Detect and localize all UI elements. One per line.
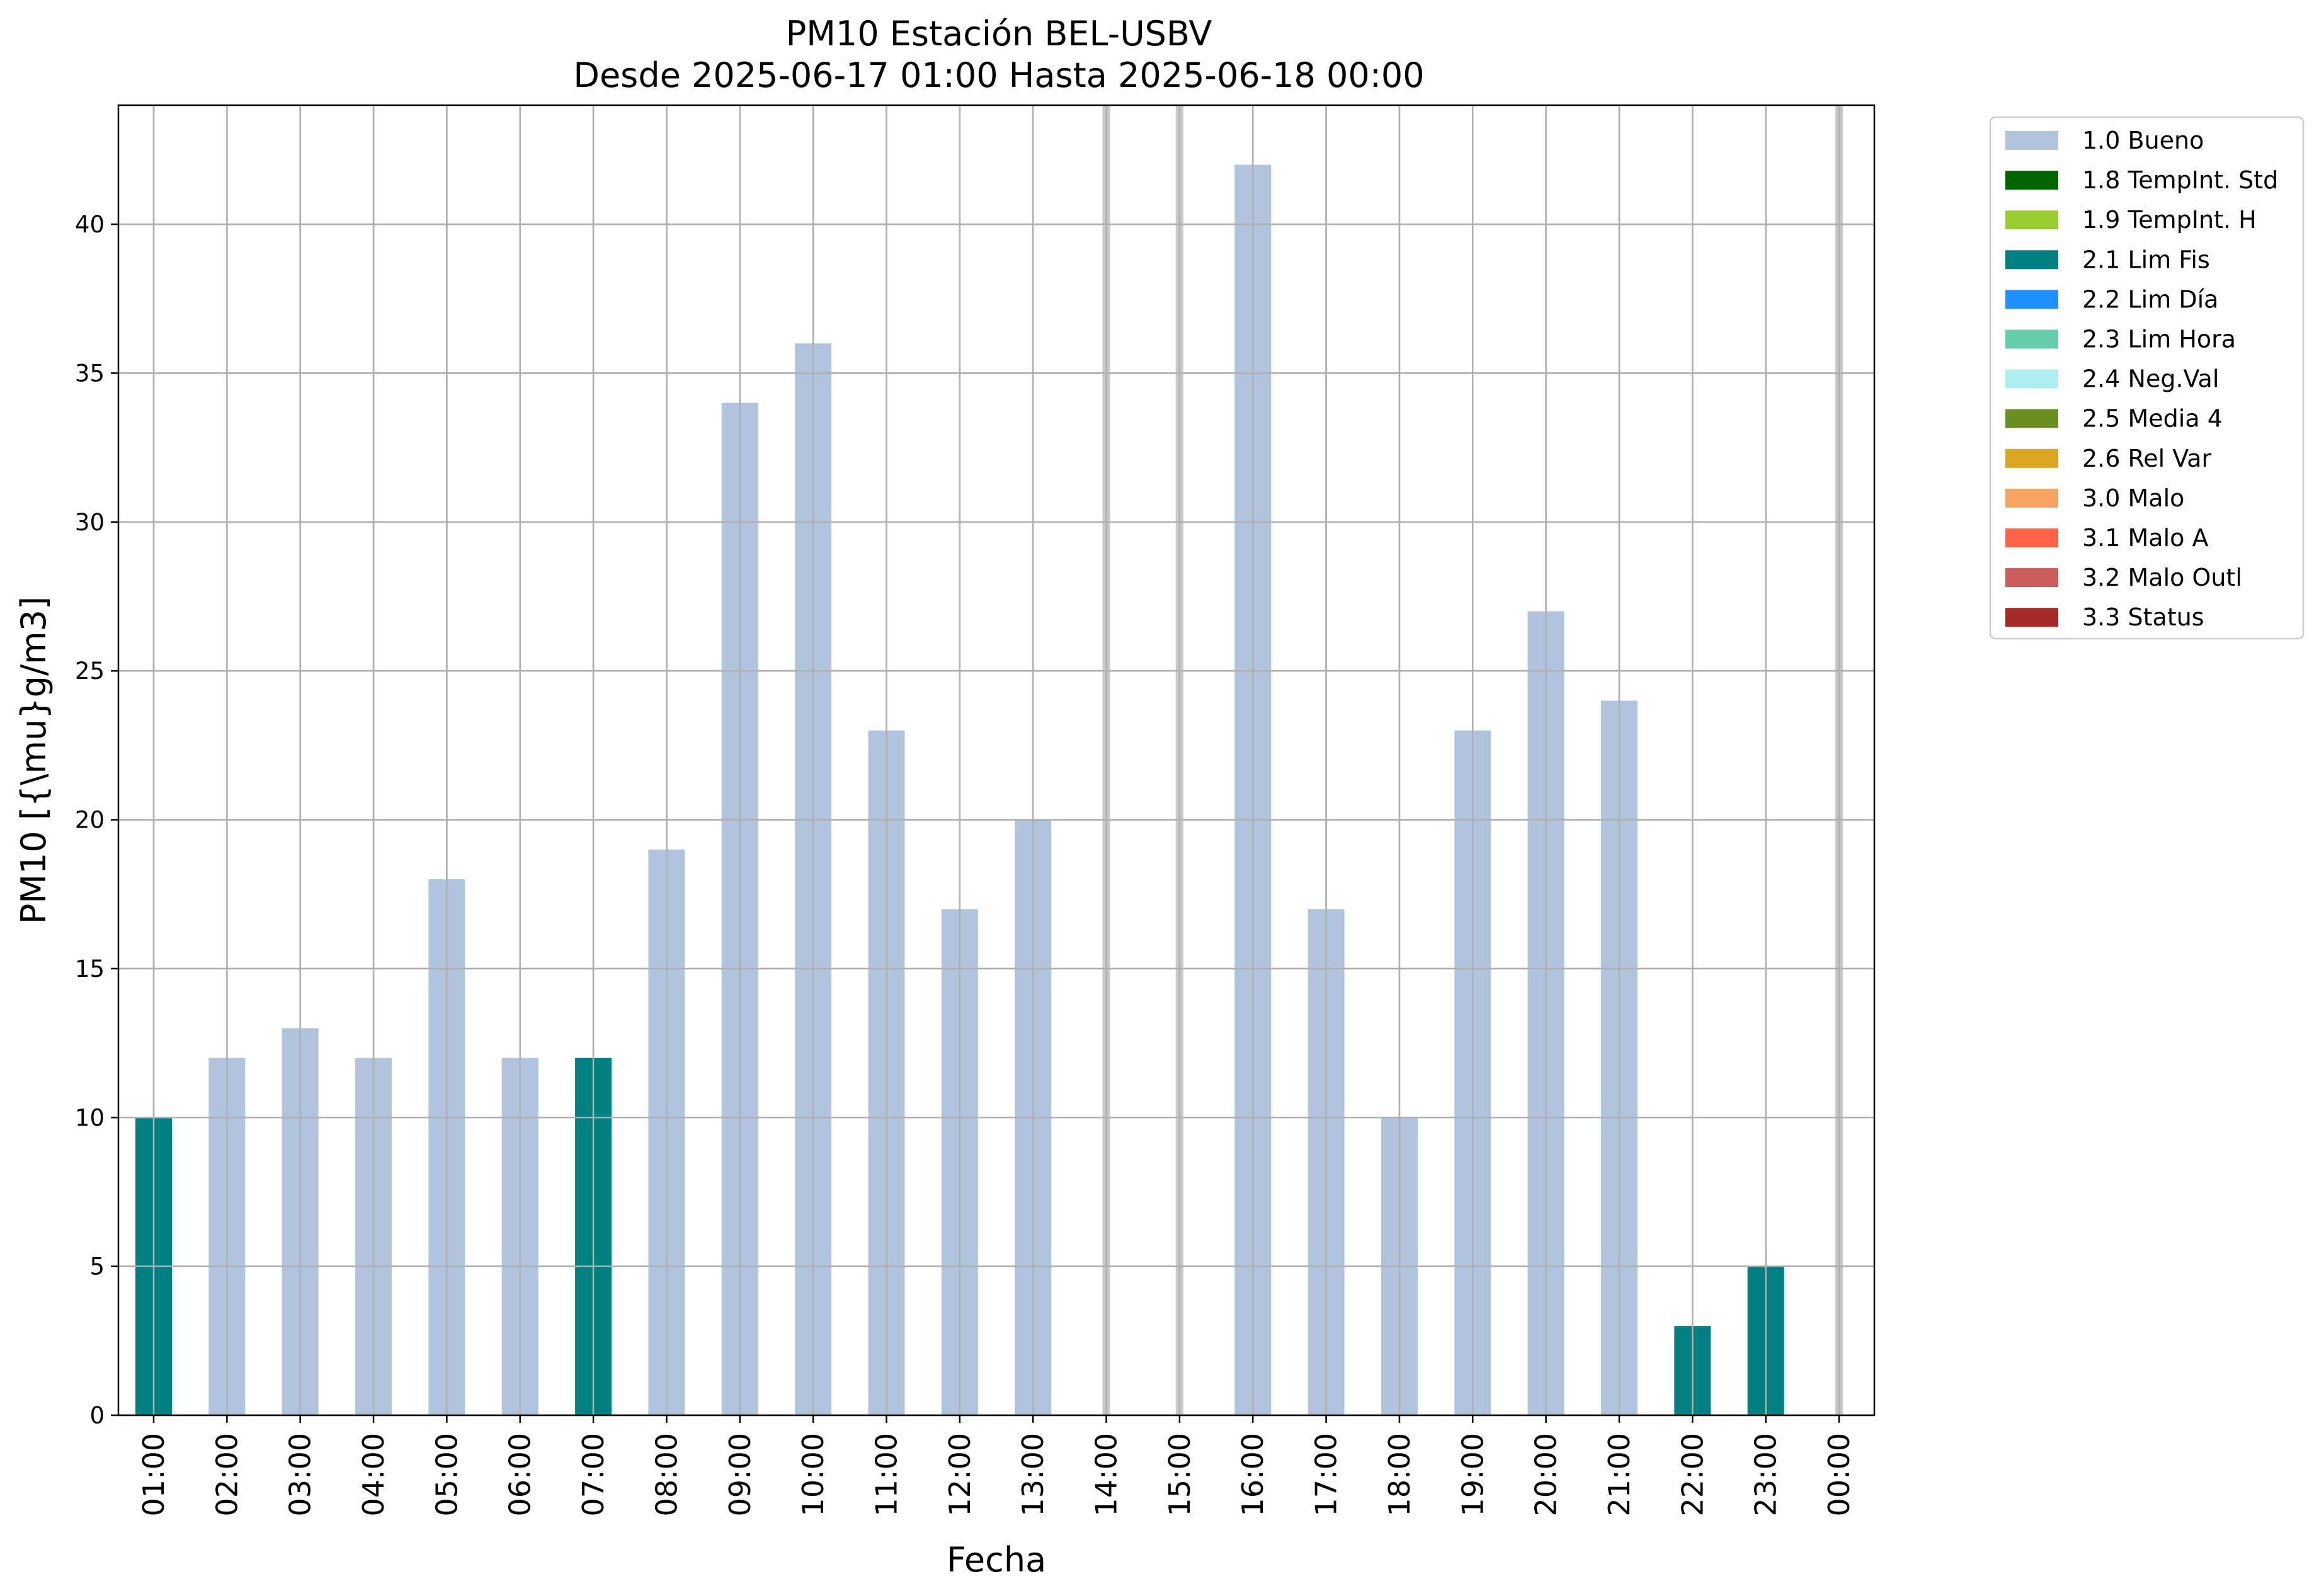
legend-label: 3.1 Malo A [2082, 524, 2208, 552]
legend-swatch [2005, 369, 2058, 389]
legend-label: 3.0 Malo [2082, 484, 2184, 512]
y-tick-label: 25 [75, 658, 105, 685]
legend-swatch [2005, 608, 2058, 627]
x-tick-label: 09:00 [723, 1433, 757, 1517]
legend-label: 2.4 Neg.Val [2082, 365, 2219, 393]
legend-swatch [2005, 329, 2058, 349]
y-tick-label: 30 [75, 509, 105, 536]
y-tick-label: 35 [75, 360, 105, 387]
y-tick-label: 0 [89, 1402, 105, 1429]
x-tick-label: 07:00 [576, 1433, 610, 1517]
x-tick-label: 08:00 [649, 1433, 683, 1517]
x-tick-label: 03:00 [283, 1433, 317, 1517]
x-tick-label: 20:00 [1529, 1433, 1563, 1517]
x-tick-label: 04:00 [356, 1433, 390, 1517]
y-tick-label: 10 [75, 1104, 105, 1131]
legend-swatch [2005, 409, 2058, 428]
legend-swatch [2005, 131, 2058, 150]
legend-swatch [2005, 528, 2058, 547]
legend-swatch [2005, 488, 2058, 508]
x-tick-label: 23:00 [1749, 1433, 1783, 1517]
y-tick-label: 40 [75, 211, 105, 238]
x-tick-label: 13:00 [1016, 1433, 1050, 1517]
legend-swatch [2005, 448, 2058, 468]
legend-frame [1989, 116, 2305, 640]
y-axis-ticks: 0 5 10 15 20 25 30 35 40 [75, 211, 118, 1429]
legend-label: 2.1 Lim Fis [2082, 246, 2210, 273]
x-tick-label: 02:00 [210, 1433, 244, 1517]
x-tick-label: 06:00 [503, 1433, 537, 1517]
legend-swatch [2005, 290, 2058, 309]
legend-label: 1.0 Bueno [2082, 127, 2204, 154]
y-tick-label: 20 [75, 807, 105, 834]
legend-swatch [2005, 171, 2058, 190]
x-tick-label: 14:00 [1090, 1433, 1124, 1517]
x-tick-label: 15:00 [1163, 1433, 1197, 1517]
y-axis-label: PM10 [{\mu}g/m3] [14, 596, 54, 924]
legend-label: 1.8 TempInt. Std [2082, 166, 2278, 194]
legend-label: 2.6 Rel Var [2082, 445, 2212, 472]
plot-frame [117, 104, 1876, 1416]
legend-label: 3.3 Status [2082, 603, 2204, 631]
x-tick-label: 17:00 [1309, 1433, 1343, 1517]
legend-label: 2.2 Lim Día [2082, 285, 2218, 313]
x-axis-ticks: 01:00 02:00 03:00 04:00 05:00 06:00 07:00 08:00… [137, 1415, 1856, 1517]
legend-label: 3.2 Malo Outl [2082, 564, 2242, 591]
x-tick-label: 01:00 [137, 1433, 171, 1517]
x-tick-label: 16:00 [1236, 1433, 1270, 1517]
x-tick-label: 12:00 [943, 1433, 977, 1517]
x-tick-label: 10:00 [796, 1433, 830, 1517]
y-tick-label: 5 [89, 1253, 105, 1280]
x-tick-label: 19:00 [1456, 1433, 1490, 1517]
y-tick-label: 15 [75, 955, 105, 983]
x-tick-label: 22:00 [1675, 1433, 1709, 1517]
legend-swatch [2005, 210, 2058, 230]
x-axis-label: Fecha [947, 1540, 1046, 1580]
legend-swatch [2005, 250, 2058, 270]
chart-subtitle: Desde 2025-06-17 01:00 Hasta 2025-06-18 … [573, 55, 1424, 95]
x-tick-label: 00:00 [1822, 1433, 1856, 1517]
legend-label: 2.3 Lim Hora [2082, 326, 2236, 353]
legend-label: 1.9 TempInt. H [2082, 206, 2257, 234]
x-tick-label: 05:00 [430, 1433, 464, 1517]
legend-label: 2.5 Media 4 [2082, 405, 2223, 433]
legend-swatch [2005, 568, 2058, 588]
x-tick-label: 11:00 [869, 1433, 903, 1517]
bars [118, 105, 1874, 1416]
chart-title: PM10 Estación BEL-USBV [786, 14, 1212, 54]
legend: 1.0 Bueno 1.8 TempInt. Std 1.9 TempInt. H 2… [1989, 116, 2305, 640]
x-tick-label: 18:00 [1382, 1433, 1416, 1517]
x-tick-label: 21:00 [1602, 1433, 1636, 1517]
